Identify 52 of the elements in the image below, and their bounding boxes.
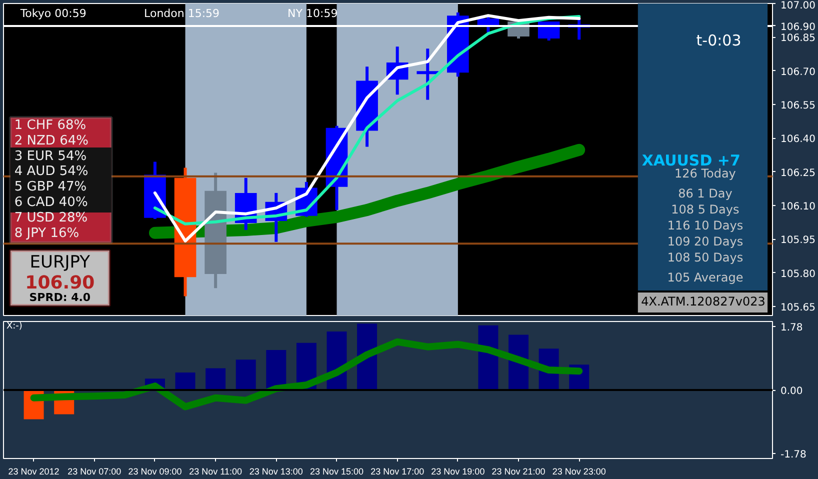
annotation: 116 10 Days (667, 218, 744, 232)
annotation: 108 50 Days (667, 250, 744, 264)
annotation: 4 AUD 54% (14, 164, 88, 180)
bar (236, 360, 256, 390)
annotation: 2 NZD 64% (14, 133, 88, 148)
y-tick-label: 0.00 (780, 386, 803, 397)
y-tick-label: 107.00 (780, 0, 816, 12)
annotation: X:-) (6, 321, 22, 332)
annotation: XAUUSD +7 (642, 152, 740, 170)
y-tick-label: 105.80 (780, 268, 816, 280)
annotation: 106.90 (25, 272, 95, 294)
y-tick-label: 105.65 (780, 302, 816, 314)
annotation: 3 EUR 54% (14, 148, 87, 164)
y-tick-label: 106.85 (780, 33, 816, 44)
x-tick-label: 23 Nov 2012 (8, 466, 60, 476)
x-tick-label: 23 Nov 07:00 (68, 466, 122, 476)
annotation: 5 GBP 47% (14, 180, 87, 195)
annotation: 6 CAD 40% (14, 195, 88, 210)
annotation: 1 CHF 68% (14, 118, 86, 133)
annotation: 109 20 Days (667, 234, 744, 248)
annotation: SPRD: 4.0 (29, 291, 91, 304)
x-tick-label: 23 Nov 15:00 (310, 466, 364, 476)
annotation: 108 5 Days (671, 202, 740, 216)
annotation: EURJPY (30, 252, 91, 272)
y-tick-label: 106.25 (780, 168, 816, 179)
x-tick-label: 23 Nov 19:00 (431, 466, 485, 476)
y-tick-label: 106.70 (780, 66, 816, 78)
annotation: 4X.ATM.120827v023 (641, 294, 766, 308)
annotation: Tokyo 00:59 (19, 7, 86, 20)
annotation: NY 10:59 (288, 7, 338, 20)
x-tick-label: 23 Nov 11:00 (189, 466, 242, 476)
x-tick-label: 23 Nov 23:00 (552, 466, 606, 476)
x-tick-label: 23 Nov 09:00 (128, 466, 182, 476)
annotation: t-0:03 (696, 32, 742, 50)
bar (175, 372, 196, 390)
annotation: 8 JPY 16% (14, 226, 80, 241)
x-tick-label: 23 Nov 13:00 (249, 466, 303, 476)
bar (206, 368, 226, 390)
annotation: 126 Today (674, 166, 736, 180)
y-tick-label: 106.55 (780, 100, 816, 112)
y-tick-label: 106.40 (780, 134, 816, 146)
annotation: 86 1 Day (678, 186, 732, 200)
x-tick-label: 23 Nov 17:00 (370, 466, 424, 476)
x-tick-label: 23 Nov 21:00 (492, 466, 546, 476)
y-tick-label: -1.78 (780, 450, 806, 461)
annotation: 105 Average (667, 270, 744, 284)
y-tick-label: 105.95 (780, 235, 816, 246)
y-tick-label: 106.10 (780, 202, 816, 213)
y-tick-label: 106.90 (780, 22, 816, 33)
y-tick-label: 1.78 (780, 322, 803, 334)
annotation: 7 USD 28% (14, 210, 88, 226)
annotation: London 15:59 (144, 7, 220, 20)
